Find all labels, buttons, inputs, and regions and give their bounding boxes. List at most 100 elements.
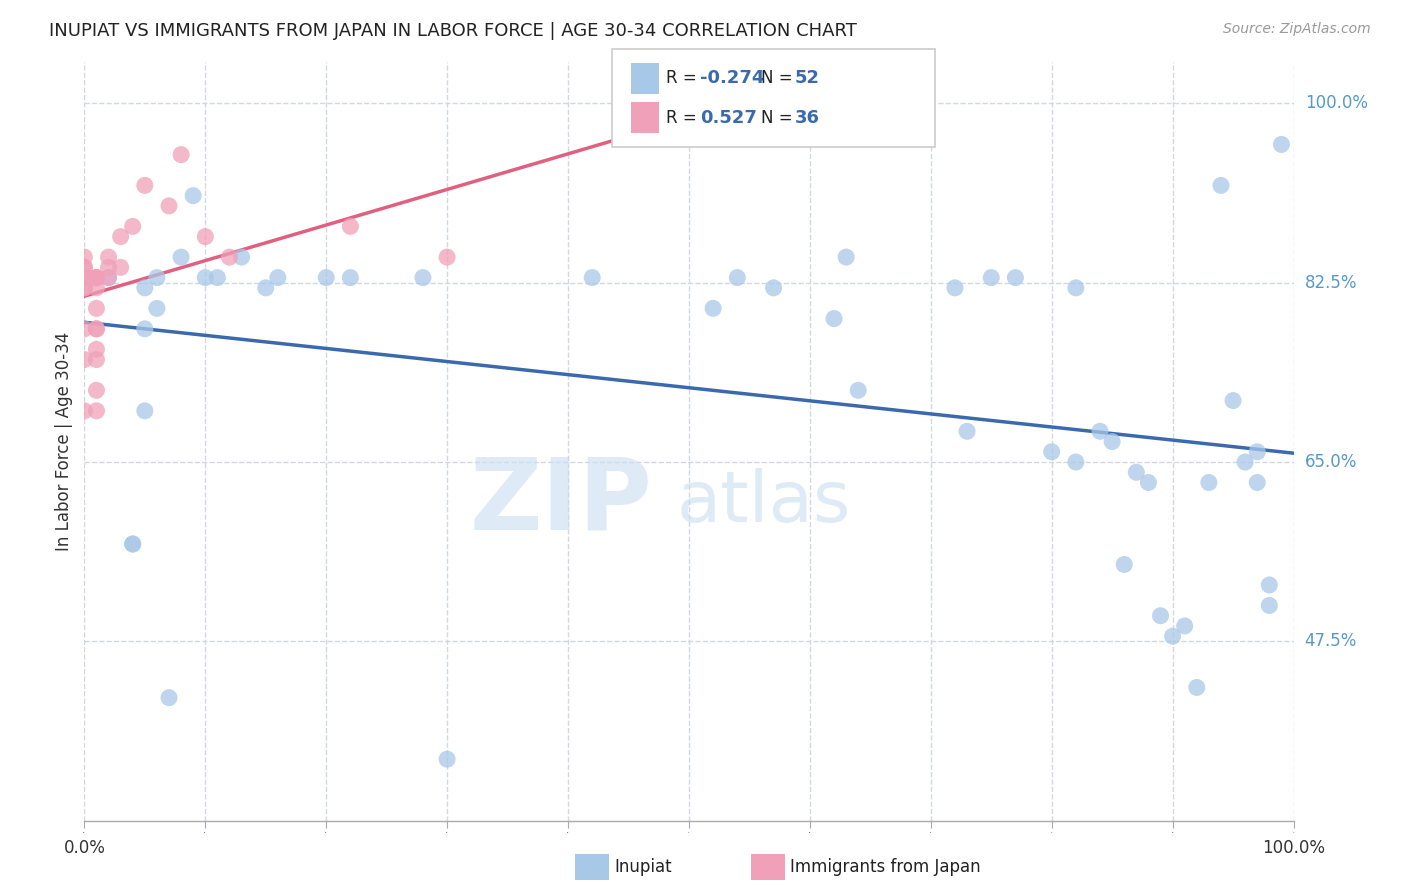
Point <box>110 260 132 275</box>
Point <box>1064 455 1087 469</box>
Point <box>157 199 180 213</box>
Point <box>97 270 120 285</box>
Point <box>1101 434 1123 449</box>
Point <box>73 250 96 264</box>
Point <box>73 270 96 285</box>
Point <box>218 250 240 264</box>
Point <box>1258 599 1281 613</box>
Point <box>1088 425 1111 439</box>
Point <box>86 322 108 336</box>
Point <box>823 311 845 326</box>
Text: ZIP: ZIP <box>470 454 652 550</box>
Text: R =: R = <box>666 70 703 87</box>
Point <box>1004 270 1026 285</box>
Point <box>146 270 169 285</box>
Point <box>181 188 204 202</box>
Point <box>943 281 966 295</box>
Text: R =: R = <box>666 109 703 127</box>
Text: 65.0%: 65.0% <box>1305 453 1357 471</box>
Point <box>73 281 96 295</box>
Point <box>1174 619 1197 633</box>
Point <box>194 229 217 244</box>
Point <box>581 270 603 285</box>
Point <box>157 690 180 705</box>
Point <box>73 270 96 285</box>
Point <box>254 281 277 295</box>
Point <box>73 352 96 367</box>
Point <box>1270 137 1292 152</box>
Point <box>1234 455 1257 469</box>
Text: 100.0%: 100.0% <box>1305 95 1368 112</box>
Point <box>97 250 120 264</box>
Point <box>97 260 120 275</box>
Point <box>267 270 290 285</box>
Point <box>1161 629 1184 643</box>
Point <box>86 270 108 285</box>
Point <box>1137 475 1160 490</box>
Point <box>73 281 96 295</box>
Point <box>1198 475 1220 490</box>
Point <box>725 270 748 285</box>
Point <box>73 260 96 275</box>
Text: 36: 36 <box>794 109 820 127</box>
Point <box>315 270 337 285</box>
Point <box>1125 465 1147 479</box>
Point <box>1040 444 1063 458</box>
Point <box>86 270 108 285</box>
Point <box>702 301 724 316</box>
Text: Inupiat: Inupiat <box>614 858 672 876</box>
Point <box>436 250 458 264</box>
Point <box>134 178 156 193</box>
Point <box>86 404 108 418</box>
Point <box>97 270 120 285</box>
Point <box>1064 281 1087 295</box>
Point <box>956 425 979 439</box>
Text: Source: ZipAtlas.com: Source: ZipAtlas.com <box>1223 22 1371 37</box>
Point <box>846 384 869 398</box>
Point <box>86 343 108 357</box>
Point <box>121 537 143 551</box>
Point <box>436 752 458 766</box>
Text: 0.0%: 0.0% <box>63 839 105 857</box>
Point <box>1246 475 1268 490</box>
Point <box>1222 393 1244 408</box>
Point <box>194 270 217 285</box>
Y-axis label: In Labor Force | Age 30-34: In Labor Force | Age 30-34 <box>55 332 73 551</box>
Text: N =: N = <box>761 109 797 127</box>
Point <box>207 270 229 285</box>
Point <box>412 270 434 285</box>
Point <box>86 270 108 285</box>
Point <box>86 270 108 285</box>
Point <box>121 537 143 551</box>
Point <box>170 250 193 264</box>
Point <box>170 147 193 161</box>
Text: 100.0%: 100.0% <box>1263 839 1324 857</box>
Point <box>73 260 96 275</box>
Point <box>86 352 108 367</box>
Text: INUPIAT VS IMMIGRANTS FROM JAPAN IN LABOR FORCE | AGE 30-34 CORRELATION CHART: INUPIAT VS IMMIGRANTS FROM JAPAN IN LABO… <box>49 22 858 40</box>
Point <box>134 281 156 295</box>
Point <box>86 301 108 316</box>
Text: 82.5%: 82.5% <box>1305 274 1357 292</box>
Point <box>134 404 156 418</box>
Text: -0.274: -0.274 <box>700 70 765 87</box>
Point <box>86 322 108 336</box>
Point <box>1209 178 1232 193</box>
Point <box>134 322 156 336</box>
Point <box>339 270 361 285</box>
Point <box>73 270 96 285</box>
Text: 47.5%: 47.5% <box>1305 632 1357 650</box>
Point <box>339 219 361 234</box>
Point <box>1114 558 1136 572</box>
Point <box>1246 444 1268 458</box>
Point <box>762 281 785 295</box>
Text: N =: N = <box>761 70 797 87</box>
Point <box>86 384 108 398</box>
Text: Immigrants from Japan: Immigrants from Japan <box>790 858 981 876</box>
Text: atlas: atlas <box>676 467 851 537</box>
Text: 52: 52 <box>794 70 820 87</box>
Point <box>73 404 96 418</box>
Point <box>1258 578 1281 592</box>
Point <box>146 301 169 316</box>
Point <box>110 229 132 244</box>
